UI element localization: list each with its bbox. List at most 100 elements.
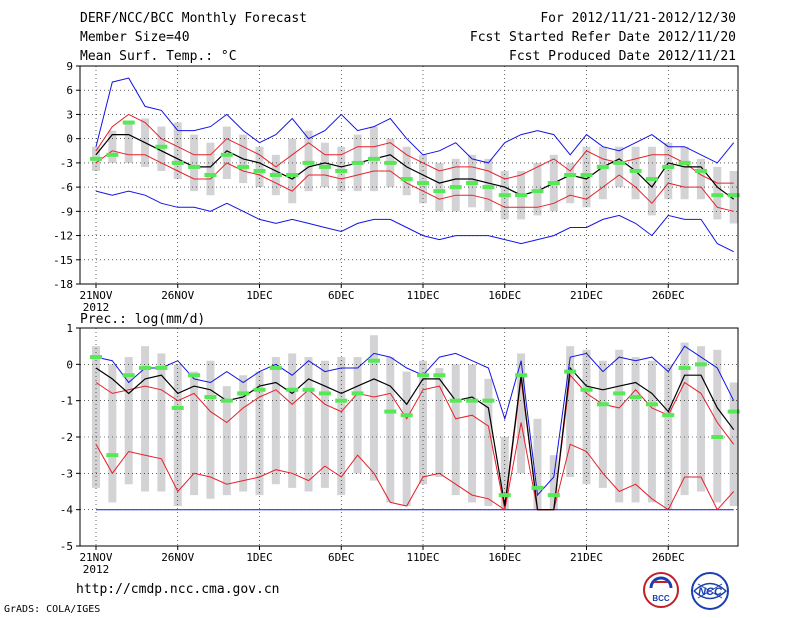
spread-bar (680, 342, 689, 496)
green-marker (433, 189, 446, 194)
spread-bar (419, 360, 427, 485)
spread-bar (566, 162, 575, 204)
green-marker (580, 173, 593, 177)
x-tick-label: 6DEC (328, 551, 355, 564)
spread-bar (239, 375, 248, 492)
green-marker (564, 173, 577, 177)
spread-bar (598, 146, 607, 200)
spread-bar (533, 162, 542, 216)
green-marker (269, 365, 282, 370)
series-min (95, 190, 734, 253)
spread-bar (696, 158, 705, 200)
green-marker (286, 173, 299, 177)
spread-bar (369, 335, 378, 481)
plot-frame (79, 65, 739, 285)
green-marker (171, 160, 184, 165)
green-marker (318, 391, 331, 396)
y-tick-label: 0 (66, 133, 73, 146)
spread-bar (615, 349, 624, 503)
green-marker (515, 193, 528, 198)
spread-bar (533, 418, 542, 510)
spread-bar (566, 346, 575, 477)
spread-bar (124, 122, 133, 163)
green-marker (596, 164, 609, 169)
green-marker (727, 193, 740, 198)
y-tick-label: -2 (60, 431, 73, 444)
x-tick-label: 16DEC (488, 551, 521, 564)
spread-bar (549, 455, 558, 510)
y-tick-label: -4 (60, 504, 74, 517)
y-tick-label: -18 (53, 278, 73, 291)
green-marker (547, 181, 560, 186)
spread-bar (92, 346, 100, 488)
x-tick-label: 11DEC (406, 289, 439, 302)
green-marker (302, 387, 315, 392)
spread-bar (173, 364, 182, 507)
spread-bar (713, 349, 722, 503)
spread-bar (419, 154, 427, 204)
year-label: 2012 (83, 301, 110, 314)
green-marker (122, 373, 135, 378)
green-marker (482, 398, 495, 403)
series-max (95, 345, 735, 497)
series-max (95, 77, 735, 164)
green-marker (466, 398, 479, 403)
x-tick-label: 6DEC (328, 289, 355, 302)
x-tick-label: 1DEC (246, 551, 273, 564)
green-marker (711, 435, 724, 439)
green-marker (515, 373, 528, 378)
spread-bar (402, 371, 411, 507)
green-marker (220, 152, 233, 157)
series-ensemble_mean (95, 366, 735, 511)
green-marker (596, 402, 609, 407)
spread-bar (157, 353, 166, 492)
green-marker (351, 160, 364, 165)
green-marker (547, 493, 560, 498)
spread-bar (647, 360, 656, 503)
spread-bar (190, 134, 199, 192)
spread-bar (206, 360, 215, 499)
y-tick-label: -15 (53, 254, 73, 267)
spread-bar (288, 138, 297, 204)
y-tick-label: 6 (66, 84, 73, 97)
green-marker (645, 402, 658, 407)
spread-bar (304, 357, 313, 492)
spread-bar (402, 146, 411, 196)
green-marker (367, 358, 380, 363)
green-marker (417, 373, 429, 378)
green-marker (90, 355, 102, 360)
forecast-started-label: Fcst Started Refer Date 2012/11/20 (469, 30, 736, 45)
green-marker (335, 398, 348, 403)
green-marker (629, 168, 642, 173)
green-marker (155, 365, 168, 370)
spread-bar (304, 130, 313, 192)
spread-bar (647, 146, 656, 216)
green-marker (351, 391, 364, 396)
x-tick-label: 11DEC (406, 551, 439, 564)
green-marker (678, 365, 691, 370)
spread-bar (484, 158, 493, 212)
forecast-period-label: For 2012/11/21-2012/12/30 (540, 11, 736, 26)
forecast-produced-label: Fcst Produced Date 2012/11/21 (509, 49, 736, 64)
spread-bar (206, 142, 215, 196)
series-ensemble_mean (95, 134, 735, 200)
spread-bar (271, 357, 280, 485)
x-tick-label: 26NOV (161, 289, 194, 302)
green-marker (237, 391, 250, 396)
x-tick-label: 26DEC (652, 289, 685, 302)
green-marker (727, 409, 740, 414)
y-tick-label: -12 (53, 230, 73, 243)
spread-bar (320, 142, 329, 188)
green-marker (694, 168, 707, 173)
green-marker (318, 164, 331, 169)
website-url[interactable]: http://cmdp.ncc.cma.gov.cn (76, 582, 280, 597)
spread-bar (451, 158, 460, 212)
spread-bar (435, 367, 444, 477)
spread-bar (468, 154, 477, 208)
green-marker (106, 152, 119, 157)
green-marker (90, 156, 102, 161)
green-marker (662, 413, 675, 418)
green-marker (384, 409, 397, 414)
